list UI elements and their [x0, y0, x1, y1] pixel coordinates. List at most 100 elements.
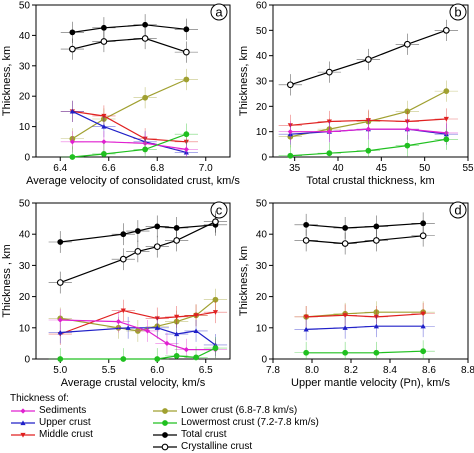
data-point: [404, 126, 410, 132]
legend-title: Thickness of:: [10, 393, 69, 404]
y-tick-label: 40: [256, 51, 268, 62]
panel-letter: a: [215, 5, 223, 20]
data-point: [373, 223, 380, 230]
x-tick-label: 8.8: [461, 365, 474, 376]
legend-item: Crystalline crust: [152, 441, 252, 453]
data-point: [173, 237, 180, 244]
data-point: [134, 248, 142, 255]
legend-marker: [20, 407, 26, 414]
legend-marker: [162, 407, 168, 414]
y-tick-label: 20: [256, 292, 268, 303]
data-point: [154, 356, 161, 362]
y-tick-label: 50: [256, 26, 268, 37]
series-sediments: [48, 309, 228, 359]
legend-swatch: [153, 407, 177, 414]
legend-marker: [161, 443, 169, 450]
series-line: [306, 311, 424, 318]
y-tick-label: 40: [19, 230, 31, 241]
data-point: [141, 35, 149, 42]
series-line: [306, 350, 424, 354]
series-sediments: [60, 131, 198, 157]
data-point: [443, 136, 450, 143]
legend-item: Sediments: [10, 405, 86, 417]
data-point: [341, 240, 349, 247]
data-point: [193, 328, 199, 333]
y-tick-label: 30: [19, 261, 31, 272]
series-total-crust: [294, 212, 435, 239]
legend-label: Total crust: [181, 429, 227, 440]
data-point: [100, 38, 108, 45]
x-tick-label: 7.0: [199, 163, 213, 174]
data-point: [325, 68, 333, 76]
legend-swatch: [153, 419, 177, 426]
series-sediments: [278, 118, 459, 144]
y-tick-label: 40: [256, 230, 268, 241]
data-point: [142, 21, 149, 28]
data-point: [303, 221, 310, 228]
panel-letter-circle: [449, 201, 467, 219]
data-point: [174, 314, 180, 320]
y-axis-label: Thickness , km: [1, 244, 13, 317]
x-tick-label: 6.0: [150, 365, 164, 376]
y-tick-label: 20: [19, 292, 31, 303]
data-point: [144, 328, 151, 334]
data-point: [174, 331, 180, 337]
data-point: [142, 146, 149, 153]
data-point: [365, 147, 372, 154]
panel-letter: c: [216, 203, 223, 218]
data-point: [419, 232, 427, 240]
data-point: [57, 356, 64, 362]
data-point: [420, 311, 426, 317]
series-line: [72, 78, 187, 140]
series-line: [72, 133, 187, 158]
data-point: [420, 323, 426, 329]
y-axis-label: Thickness, km: [1, 46, 13, 116]
legend-marker: [20, 419, 26, 425]
x-tick-label: 5.0: [53, 365, 67, 376]
data-point: [326, 150, 333, 157]
data-point: [286, 81, 294, 89]
data-point: [69, 108, 75, 114]
legend-label: Sediments: [39, 405, 87, 416]
panel-letter-circle: [210, 201, 228, 219]
legend-swatch: [153, 443, 177, 450]
data-point: [342, 313, 348, 318]
data-point: [373, 237, 380, 244]
legend-item: Upper crust: [10, 417, 91, 429]
data-point: [101, 24, 107, 31]
legend-label: Lower crust (6.8-7.8 km/s): [181, 405, 298, 416]
data-point: [303, 349, 310, 356]
data-point: [303, 314, 309, 320]
series-line: [60, 224, 216, 243]
legend-swatch: [11, 419, 35, 425]
legend-swatch: [153, 431, 177, 438]
data-point: [342, 349, 349, 356]
data-point: [443, 116, 449, 122]
series-crystalline-crust: [48, 210, 228, 294]
y-tick-label: 30: [256, 261, 268, 272]
panel-b: 0 10 20 30 40 50 60 35 40 45 50 55 Total crustal thi…: [238, 1, 474, 188]
legend-marker: [162, 431, 168, 438]
y-axis-label: Thickness, km: [238, 46, 250, 116]
series-line: [60, 221, 216, 284]
data-point: [442, 26, 450, 34]
legend-item: Middle crust: [10, 429, 93, 441]
panel-letter-circle: [449, 3, 467, 21]
data-point: [153, 243, 161, 251]
data-point: [119, 255, 127, 263]
y-tick-label: 30: [19, 61, 31, 72]
y-tick-label: 20: [256, 102, 268, 113]
data-point: [57, 329, 63, 335]
x-tick-label: 8.4: [383, 365, 397, 376]
data-point: [101, 151, 107, 157]
series-line: [72, 24, 187, 33]
y-tick-label: 20: [19, 92, 31, 103]
legend-swatch: [11, 407, 35, 414]
y-tick-label: 40: [19, 31, 31, 42]
panel-letter: d: [454, 203, 461, 218]
y-axis-label: Thickness, km: [238, 246, 250, 316]
x-axis-label: Upper mantle velocity (Pn), km/s: [291, 377, 450, 389]
series-crystalline-crust: [278, 19, 459, 96]
